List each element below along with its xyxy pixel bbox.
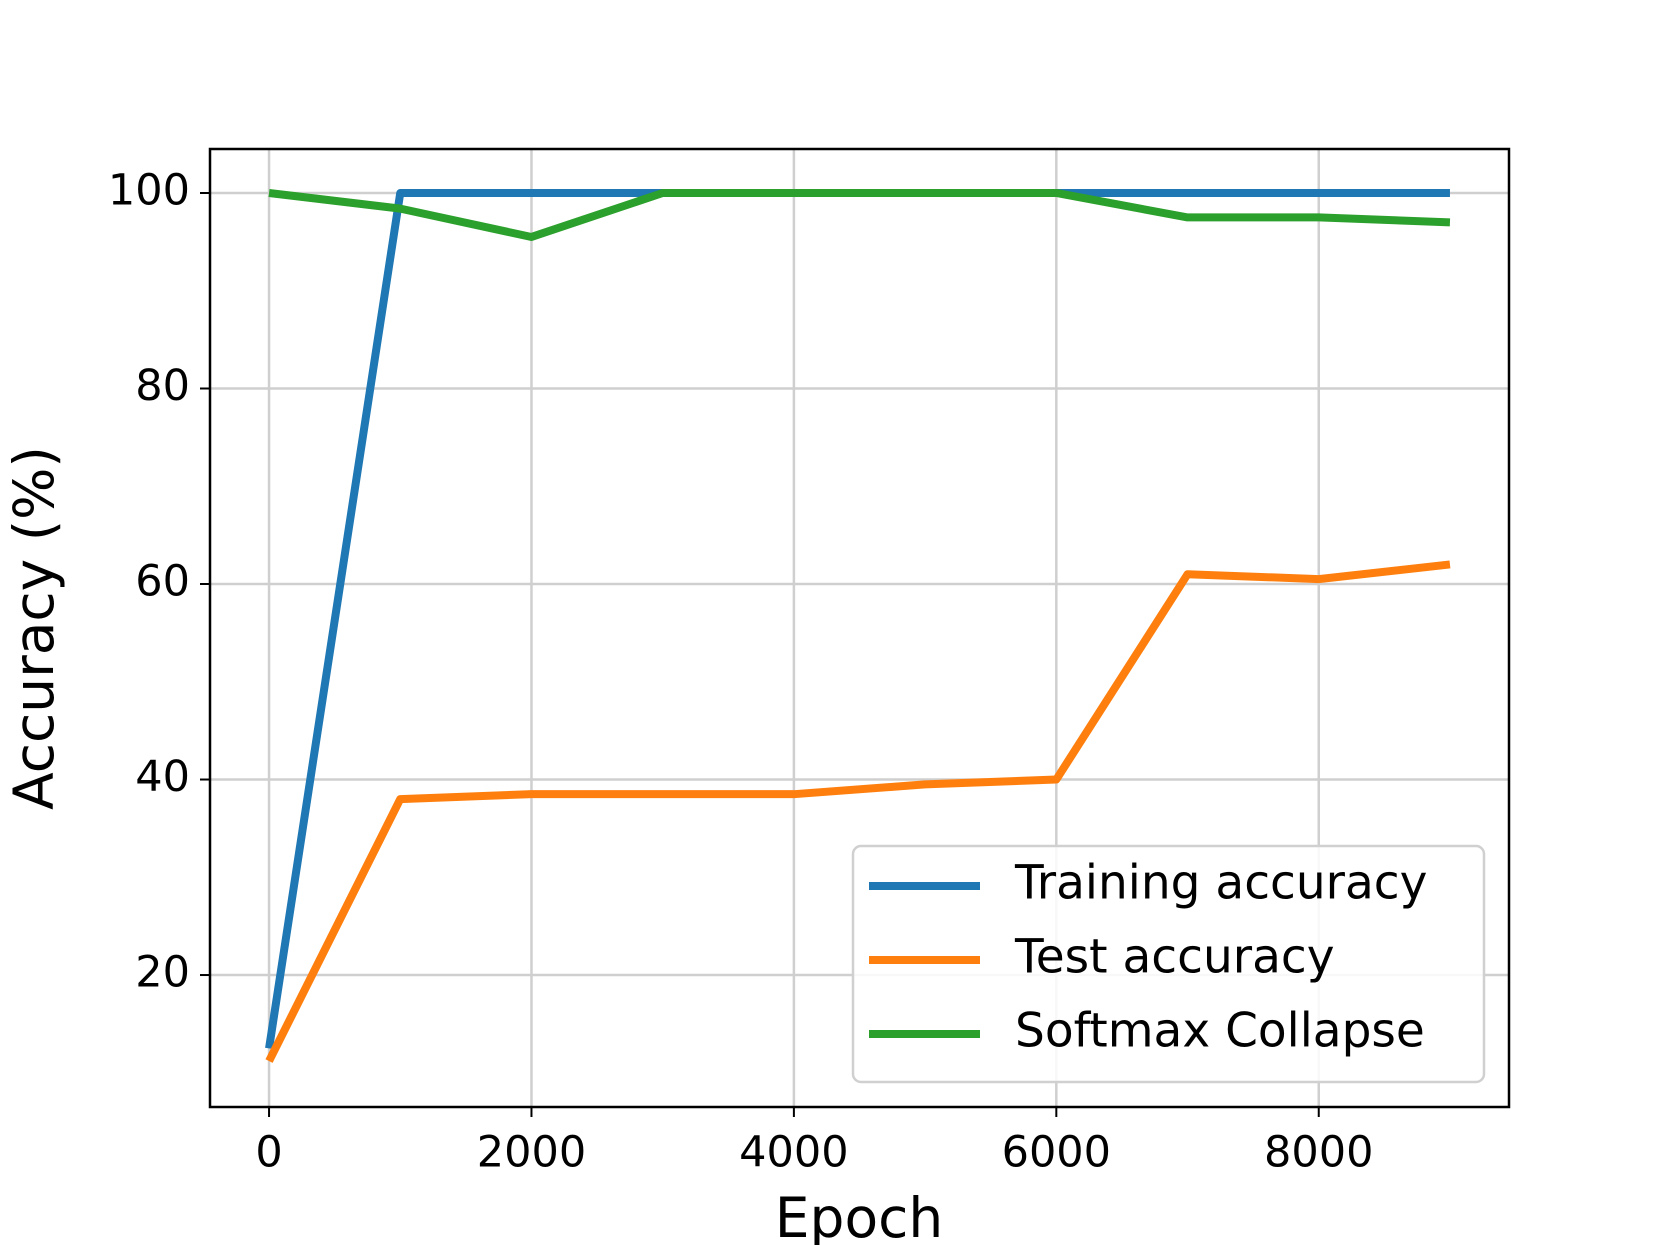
x-tick-label: 2000 (477, 1128, 586, 1178)
x-tick-label: 0 (255, 1128, 282, 1178)
legend-label: Training accuracy (1014, 856, 1427, 911)
x-tick-label: 8000 (1264, 1128, 1373, 1178)
legend-box (851, 844, 1486, 1084)
line-series (268, 188, 1451, 241)
y-tick-label: 20 (135, 948, 190, 998)
line-series (265, 560, 1451, 1063)
y-tick-label: 40 (135, 752, 190, 802)
x-tick-label: 4000 (739, 1128, 848, 1178)
y-tick-label: 100 (108, 165, 190, 215)
y-tick-label: 60 (135, 557, 190, 607)
y-axis-label: Accuracy (%) (2, 446, 66, 810)
y-tick-label: 80 (135, 361, 190, 411)
x-tick-label: 6000 (1002, 1128, 1111, 1178)
legend-label: Softmax Collapse (1015, 1004, 1425, 1059)
legend: Training accuracy Test accuracy Softmax Co… (851, 844, 1486, 1084)
x-axis-label: Epoch (775, 1186, 943, 1245)
plot-frame (208, 147, 1511, 1109)
legend-label: Test accuracy (1014, 930, 1335, 985)
